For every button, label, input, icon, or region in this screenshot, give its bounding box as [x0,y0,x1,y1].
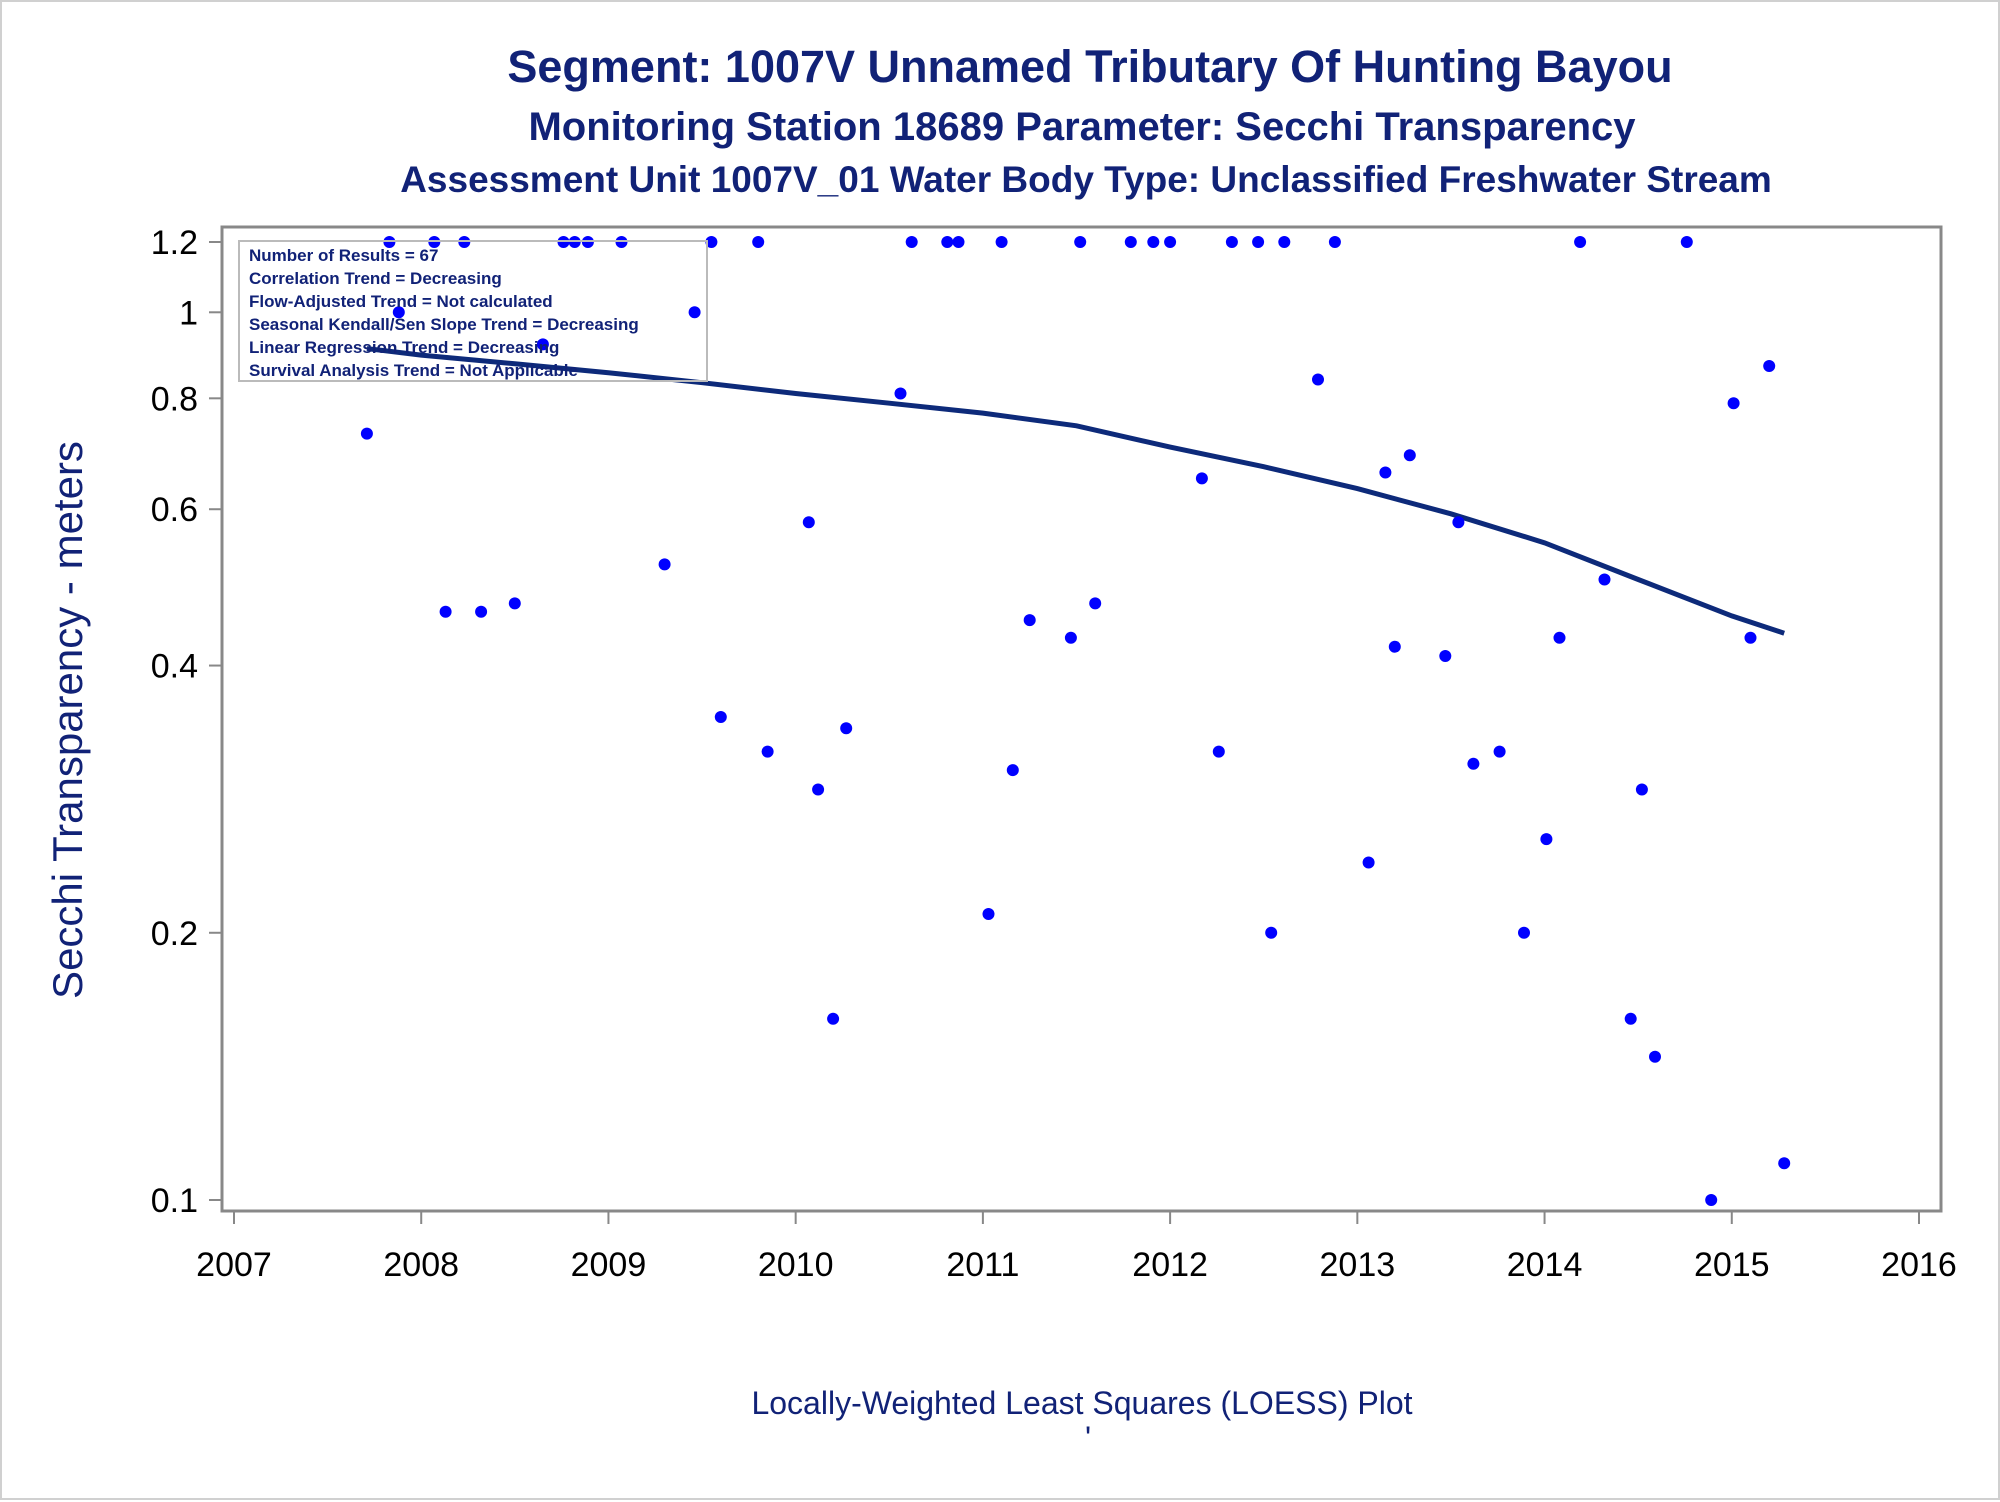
footnote: Locally-Weighted Least Squares (LOESS) P… [751,1385,1412,1421]
x-tick-label: 2011 [946,1246,1019,1284]
data-point [1518,926,1530,939]
data-point [1124,236,1137,248]
data-point [1023,614,1036,627]
data-point [1278,236,1291,248]
data-point [1379,466,1392,479]
plot-area [220,225,1943,1213]
data-point [1006,764,1019,777]
data-point [658,558,671,571]
x-tick-label: 2008 [383,1246,459,1284]
data-point [1195,472,1208,485]
data-point [1680,236,1693,248]
x-tick-label: 2016 [1881,1246,1957,1284]
y-tick-label: 0.4 [151,648,198,686]
data-point [439,605,452,618]
data-point [1574,236,1587,248]
data-point [1164,236,1177,248]
data-point [995,236,1008,248]
stat-survival-analysis: Survival Analysis Trend = Not Applicable [249,361,578,380]
y-tick-label: 0.1 [151,1182,198,1220]
stats-box-border [238,240,708,382]
x-tick-label: 2010 [758,1246,834,1284]
y-tick-label: 0.6 [151,491,198,529]
data-point [1064,631,1077,644]
chart-subtitle-2: Assessment Unit 1007V_01 Water Body Type… [400,159,1772,200]
stat-flow-adjusted: Flow-Adjusted Trend = Not calculated [249,292,553,311]
axis-ticks: 2007 2008 2009 2010 2011 2012 2013 2014 2015 2016… [151,224,1957,1284]
chart-subtitle: Monitoring Station 18689 Parameter: Secc… [528,105,1636,149]
data-point [1212,745,1225,758]
data-point [1089,597,1102,610]
chart-title: Segment: 1007V Unnamed Tributary Of Hunt… [507,41,1672,92]
x-tick-label: 2009 [571,1246,647,1284]
data-point [1328,236,1341,248]
data-point [840,722,853,735]
data-point [894,387,907,400]
stat-linear-regression: Linear Regression Trend = Decreasing [249,338,559,357]
y-tick-label: 0.2 [151,915,198,953]
data-point [982,908,995,920]
data-point [1452,516,1465,529]
data-point [1467,757,1480,770]
stat-correlation: Correlation Trend = Decreasing [249,269,502,288]
data-point [508,597,521,610]
data-point [392,306,405,319]
x-tick-label: 2014 [1507,1246,1583,1284]
data-point [1744,631,1757,644]
data-point [1705,1194,1718,1206]
data-point [905,236,918,248]
data-point [1439,650,1452,662]
x-tick-label: 2013 [1320,1246,1396,1284]
data-point [941,236,954,248]
data-point [1649,1050,1661,1063]
y-tick-label: 0.8 [151,380,198,418]
x-tick-label: 2015 [1694,1246,1770,1284]
data-point [536,338,549,351]
x-tick-label: 2007 [196,1246,272,1284]
data-point [688,306,701,319]
data-point [1598,573,1611,586]
data-point [952,236,965,248]
data-point [812,783,825,796]
stat-seasonal-kendall: Seasonal Kendall/Sen Slope Trend = Decre… [249,315,639,334]
data-point [1388,640,1401,653]
data-point [827,1012,840,1025]
y-axis-label: Secchi Transparency - meters [44,441,91,999]
data-point [802,516,815,529]
data-point [1312,373,1324,386]
data-point [1493,745,1506,758]
data-points [360,236,1791,1206]
x-tick-label: 2012 [1132,1246,1208,1284]
footnote-mark: ' [1085,1420,1091,1456]
stats-box: Number of Results = 67 Correlation Trend… [238,240,708,382]
data-point [1624,1012,1637,1025]
loess-curve [366,346,1785,636]
data-point [1403,449,1416,462]
data-point [1540,833,1553,846]
data-point [475,605,488,618]
data-point [1763,360,1776,372]
data-point [761,745,774,758]
data-point [1225,236,1238,248]
data-point [1635,783,1648,796]
data-point [1778,1157,1791,1170]
data-point [705,236,718,248]
data-point [1727,397,1740,410]
data-point [752,236,765,248]
data-point [1553,631,1566,644]
y-tick-label: 1.2 [151,224,198,262]
data-point [1252,236,1265,248]
data-point [1265,926,1278,939]
data-point [714,711,727,723]
data-point [360,427,373,440]
data-point [1147,236,1160,248]
stat-number-results: Number of Results = 67 [249,246,438,265]
data-point [1362,856,1375,869]
data-point [1074,236,1087,248]
y-tick-label: 1 [179,294,198,332]
